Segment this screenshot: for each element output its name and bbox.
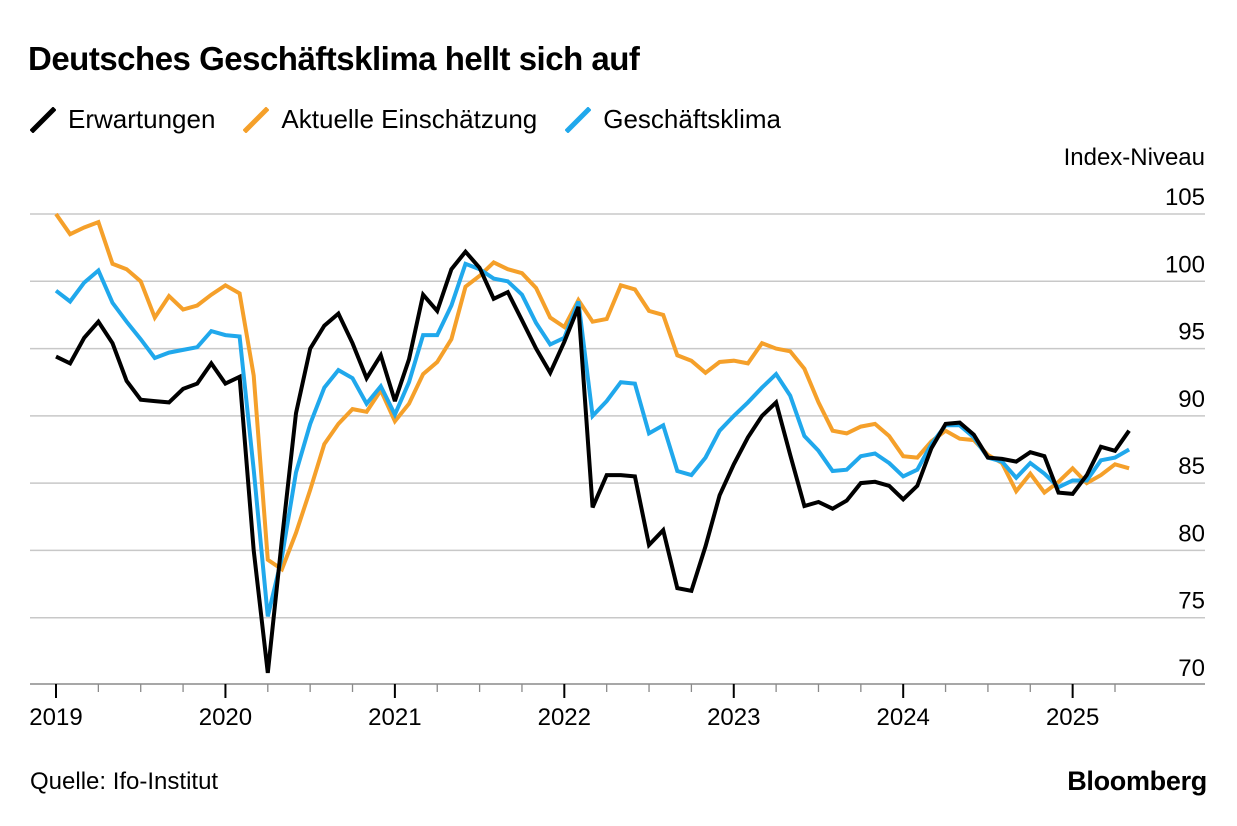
x-tick-label-2020: 2020 (199, 704, 252, 731)
series-line-aktuelle-einsch-tzung (54, 212, 1130, 573)
x-tick-label-2021: 2021 (368, 704, 421, 731)
y-tick-label-100: 100 (1165, 251, 1205, 278)
chart-title: Deutsches Geschäftsklima hellt sich auf (28, 40, 640, 77)
y-tick-label-75: 75 (1178, 588, 1205, 615)
y-tick-label-95: 95 (1178, 319, 1205, 346)
legend-label-aktuelle-einschaetzung: Aktuelle Einschätzung (281, 104, 538, 134)
legend-swatch-erwartungen (30, 106, 56, 133)
x-axis (30, 683, 1205, 698)
y-tick-label-90: 90 (1178, 386, 1205, 413)
y-axis-unit-label: Index-Niveau (1063, 144, 1205, 171)
legend-item-erwartungen: Erwartungen (30, 104, 215, 135)
series-line-erwartungen (55, 248, 1131, 674)
legend-item-aktuelle-einschaetzung: Aktuelle Einschätzung (243, 104, 537, 135)
source-note: Quelle: Ifo-Institut (30, 768, 219, 795)
x-tick-label-2023: 2023 (707, 704, 760, 731)
legend-swatch-geschaeftsklima (565, 106, 592, 133)
gridlines (30, 213, 1205, 619)
y-tick-label-105: 105 (1165, 184, 1205, 211)
legend-item-geschaeftsklima: Geschäftsklima (565, 104, 781, 135)
x-tick-label-2024: 2024 (877, 704, 930, 731)
x-axis-tick-labels: 2019 2020 2021 2022 2023 2024 2025 (29, 704, 1099, 731)
legend-label-geschaeftsklima: Geschäftsklima (603, 104, 781, 134)
y-tick-label-70: 70 (1178, 655, 1205, 682)
legend-label-erwartungen: Erwartungen (68, 104, 216, 134)
legend: Erwartungen Aktuelle Einschätzung Geschä… (30, 104, 809, 135)
bloomberg-logo: Bloomberg (1067, 766, 1207, 796)
legend-swatch-aktuelle-einschaetzung (243, 106, 270, 133)
y-tick-label-80: 80 (1178, 520, 1205, 547)
y-tick-label-85: 85 (1178, 453, 1205, 480)
series-lines (54, 212, 1131, 674)
x-tick-label-2022: 2022 (538, 704, 591, 731)
x-tick-label-2025: 2025 (1046, 704, 1099, 731)
y-axis-tick-labels: 70 75 80 85 90 95 100 105 (1165, 184, 1205, 682)
x-tick-label-2019: 2019 (29, 704, 82, 731)
